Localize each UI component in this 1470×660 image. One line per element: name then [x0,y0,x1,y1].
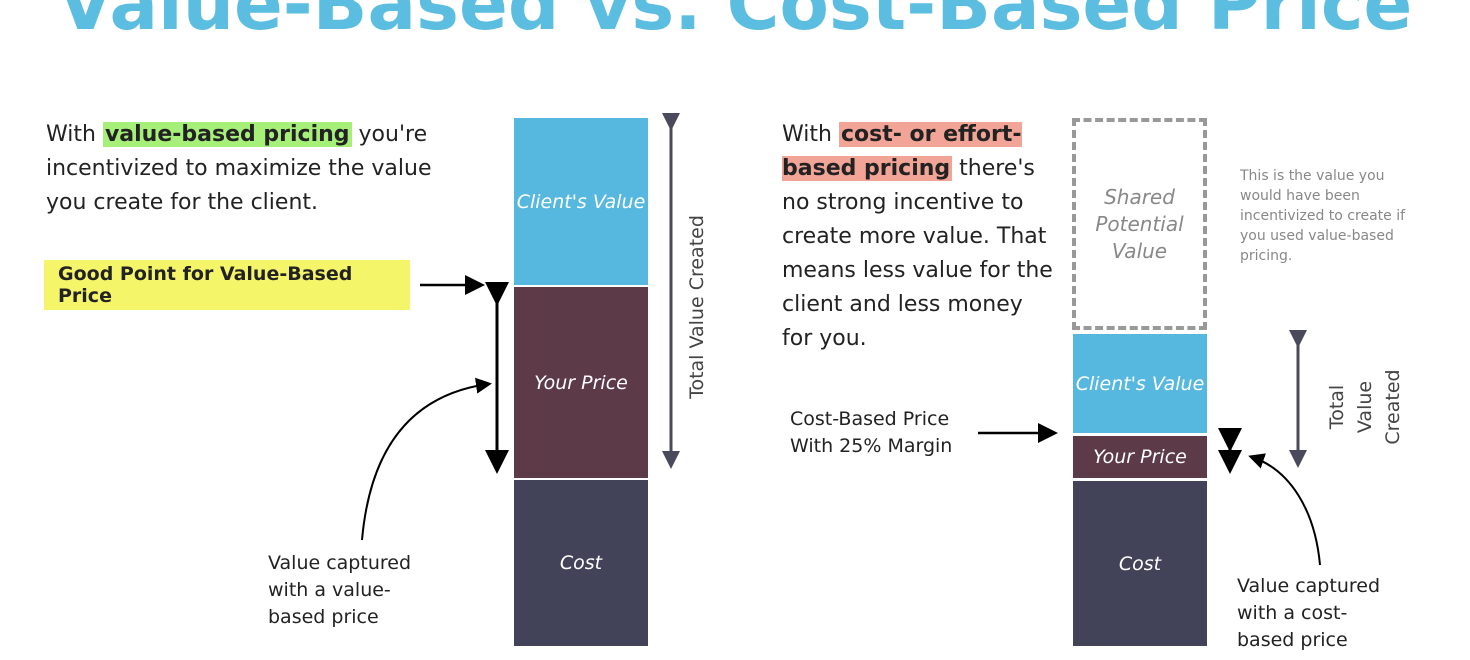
bar-your-price: Your Price [1073,436,1207,478]
note-text: This is the value you would have been in… [1240,168,1406,264]
bar-client-value: Client's Value [514,118,648,285]
right-description: With cost- or effort-based pricing there… [782,118,1057,356]
highlight-value-based: value-based pricing [102,122,352,147]
left-description: With value-based pricing you're incentiv… [46,118,436,220]
text: you're incentivized to maximize the valu… [46,122,432,215]
text: With [46,122,103,147]
page-title: Value-Based vs. Cost-Based Price [57,0,1413,46]
bar-cost: Cost [514,480,648,646]
shared-potential-value-box: Shared Potential Value [1072,118,1207,330]
bar-client-value: Client's Value [1073,334,1207,433]
text: there's no strong incentive to create mo… [782,156,1053,351]
callout-good-point: Good Point for Value-Based Price [44,260,410,310]
cost-based-label: Cost-Based Price With 25% Margin [790,408,953,457]
caption-value-captured: Value captured with a cost-based price [1237,575,1381,651]
arrow-icon [361,113,1321,566]
text: With [782,122,839,147]
caption-value-captured: Value captured with a value-based price [268,552,412,628]
bar-cost: Cost [1073,481,1207,646]
bar-your-price: Your Price [514,287,648,478]
